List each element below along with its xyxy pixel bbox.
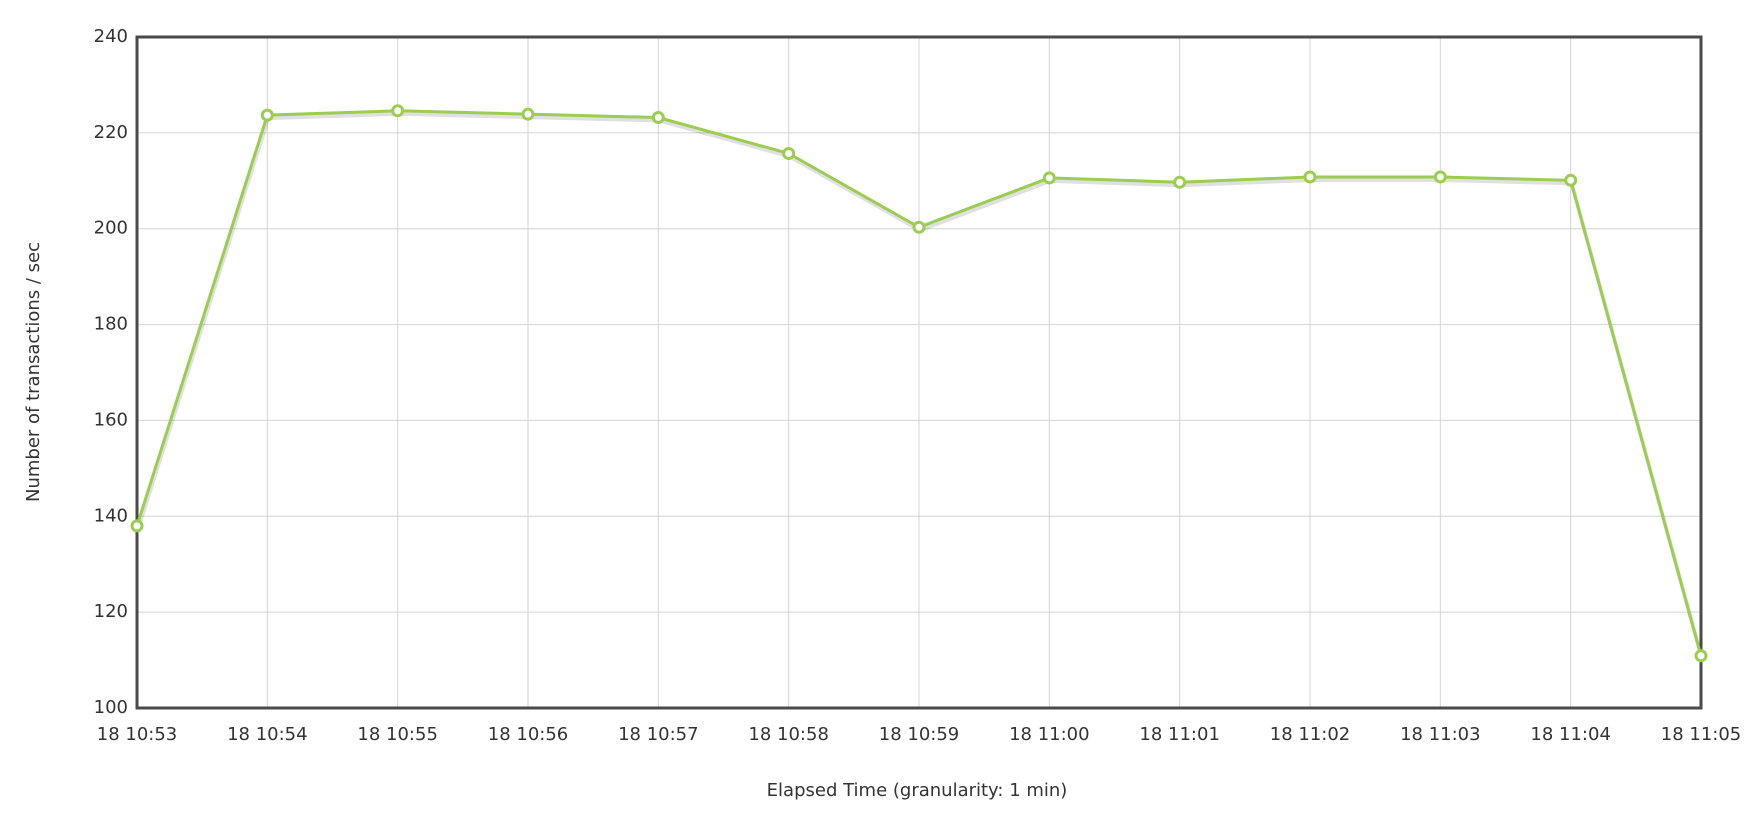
y-tick-label: 200 [94,218,128,239]
x-tick-label: 18 10:58 [748,724,829,745]
x-tick-label: 18 11:00 [1009,724,1090,745]
line-shadow [136,111,1704,660]
point [1303,170,1317,184]
point [1173,175,1187,189]
x-tick-label: 18 10:53 [97,724,178,745]
point [391,104,405,118]
point [782,146,796,160]
x-tick-label: 18 11:04 [1530,724,1611,745]
y-axis-title: Number of transactions / sec [23,242,44,502]
y-tick-label: 120 [94,601,128,622]
point [1433,170,1447,184]
point [1694,649,1708,663]
y-tick-label: 160 [94,409,128,430]
x-tick-label: 18 11:03 [1400,724,1481,745]
point [651,111,665,125]
y-tick-label: 240 [94,26,128,47]
point [1042,171,1056,185]
x-tick-label: 18 11:02 [1270,724,1351,745]
y-tick-label: 100 [94,697,128,718]
y-tick-label: 180 [94,314,128,335]
x-tick-label: 18 10:57 [618,724,699,745]
point [521,107,535,121]
y-tick-label: 220 [94,122,128,143]
x-tick-label: 18 10:54 [227,724,308,745]
y-tick-label: 140 [94,505,128,526]
x-tick-label: 18 10:55 [357,724,438,745]
plot-frame [135,35,1703,710]
point [130,519,144,533]
x-tick-label: 18 11:05 [1661,724,1742,745]
x-tick-label: 18 11:01 [1139,724,1220,745]
point [912,220,926,234]
point [1564,173,1578,187]
x-tick-label: 18 10:59 [879,724,960,745]
x-tick-label: 18 10:56 [488,724,569,745]
point [260,108,274,122]
x-axis-title: Elapsed Time (granularity: 1 min) [767,780,1068,801]
